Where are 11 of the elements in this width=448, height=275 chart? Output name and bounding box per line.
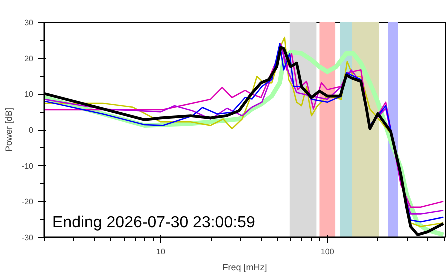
y-axis-title: Power [dB] bbox=[4, 108, 14, 152]
y-tick-label: -20 bbox=[22, 198, 34, 207]
y-tick-label: 0 bbox=[29, 126, 34, 135]
x-axis-title: Freq [mHz] bbox=[222, 262, 268, 272]
y-tick-label: -30 bbox=[22, 234, 34, 242]
annotation: Ending 2026-07-30 23:00:59 bbox=[52, 214, 256, 232]
y-tick-label: 20 bbox=[24, 54, 34, 64]
x-tick-label: 100 bbox=[320, 248, 335, 256]
y-tick-label: -10 bbox=[22, 162, 34, 171]
y-tick-label: 10 bbox=[24, 90, 34, 100]
y-tick-label: 30 bbox=[24, 18, 34, 28]
